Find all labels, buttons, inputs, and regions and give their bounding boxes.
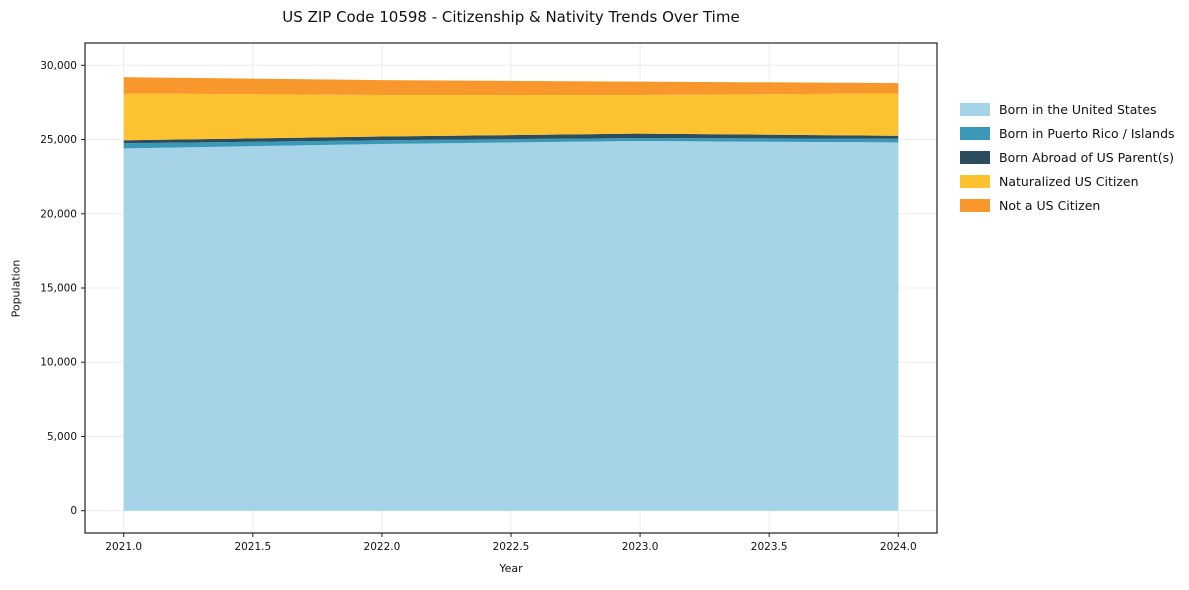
legend-label: Born Abroad of US Parent(s) xyxy=(999,150,1174,165)
x-tick-label: 2022.0 xyxy=(364,541,401,553)
legend-swatch xyxy=(960,127,990,140)
x-tick-label: 2024.0 xyxy=(880,541,917,553)
legend-label: Born in Puerto Rico / Islands xyxy=(999,126,1175,141)
x-tick-label: 2021.0 xyxy=(105,541,142,553)
area-series-0 xyxy=(123,141,899,511)
x-tick-label: 2021.5 xyxy=(234,541,271,553)
legend-swatch xyxy=(960,199,990,212)
chart-title: US ZIP Code 10598 - Citizenship & Nativi… xyxy=(282,8,740,26)
legend-swatch xyxy=(960,175,990,188)
y-tick-label: 25,000 xyxy=(40,134,77,146)
legend-item-3: Naturalized US Citizen xyxy=(960,174,1175,189)
y-tick-label: 0 xyxy=(70,505,77,517)
y-tick-label: 20,000 xyxy=(40,208,77,220)
x-tick-label: 2023.0 xyxy=(622,541,659,553)
legend-label: Born in the United States xyxy=(999,102,1157,117)
area-series-2 xyxy=(123,133,899,144)
x-tick-label: 2022.5 xyxy=(493,541,530,553)
area-series-1 xyxy=(123,138,899,149)
legend-item-1: Born in Puerto Rico / Islands xyxy=(960,126,1175,141)
legend-label: Naturalized US Citizen xyxy=(999,174,1139,189)
area-series-3 xyxy=(123,93,899,141)
y-tick-label: 30,000 xyxy=(40,60,77,72)
legend-item-4: Not a US Citizen xyxy=(960,198,1175,213)
x-axis-label: Year xyxy=(499,562,523,575)
legend-swatch xyxy=(960,103,990,116)
x-tick-label: 2023.5 xyxy=(751,541,788,553)
legend: Born in the United States Born in Puerto … xyxy=(960,102,1175,213)
y-tick-label: 5,000 xyxy=(47,431,77,443)
area-series-4 xyxy=(123,77,899,95)
y-axis-label: Population xyxy=(9,259,23,318)
y-tick-label: 10,000 xyxy=(40,357,77,369)
y-tick-label: 15,000 xyxy=(40,283,77,295)
legend-swatch xyxy=(960,151,990,164)
legend-label: Not a US Citizen xyxy=(999,198,1101,213)
legend-item-2: Born Abroad of US Parent(s) xyxy=(960,150,1175,165)
legend-item-0: Born in the United States xyxy=(960,102,1175,117)
